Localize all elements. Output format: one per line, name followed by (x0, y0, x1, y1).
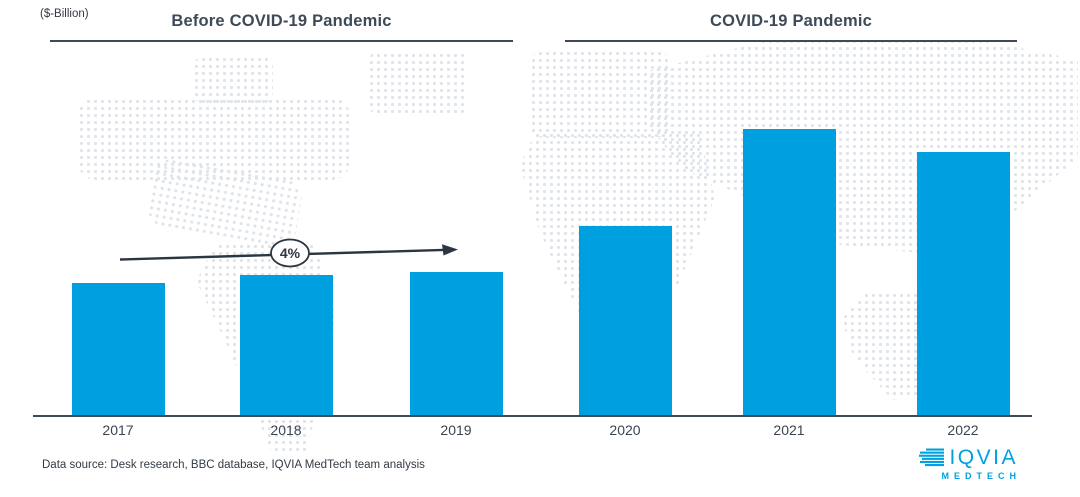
x-label-2019: 2019 (440, 422, 472, 438)
section-underline-covid (565, 40, 1017, 42)
brand-name: IQVIA (949, 446, 1018, 469)
growth-arrow-annotation: 4% (119, 238, 458, 268)
x-label-2017: 2017 (102, 422, 134, 438)
bar-2019 (409, 272, 503, 415)
iqvia-medtech-logo: IQVIA MEDTECH (919, 447, 1018, 481)
x-label-2021: 2021 (773, 422, 805, 438)
x-label-2018: 2018 (270, 422, 302, 438)
growth-arrow-head (442, 244, 458, 256)
bar-2021 (742, 129, 836, 415)
section-underline-before-covid (50, 40, 513, 42)
iqvia-lines-icon (919, 448, 945, 467)
growth-rate-bubble (270, 238, 310, 268)
map-dots-nordics (368, 52, 468, 114)
section-title-before-covid: Before COVID-19 Pandemic (171, 12, 392, 30)
map-dots-greenland (193, 56, 273, 104)
x-label-2020: 2020 (609, 422, 641, 438)
data-source-note: Data source: Desk research, BBC database… (42, 459, 425, 471)
bar-2018 (239, 275, 333, 415)
x-axis-labels: 2017 2018 2019 2020 2021 2022 (0, 422, 1080, 444)
brand-sub-name: MEDTECH (941, 471, 1021, 481)
x-label-2022: 2022 (947, 422, 979, 438)
map-dots-europe (530, 50, 670, 138)
section-title-covid: COVID-19 Pandemic (709, 12, 873, 30)
bar-2022 (916, 152, 1010, 415)
growth-rate-value: 4% (280, 245, 301, 261)
unit-label: ($-Billion) (40, 8, 89, 20)
bar-2017 (71, 283, 165, 415)
x-axis-line (33, 415, 1032, 417)
plot-area (71, 129, 1010, 415)
bar-2020 (578, 226, 672, 415)
